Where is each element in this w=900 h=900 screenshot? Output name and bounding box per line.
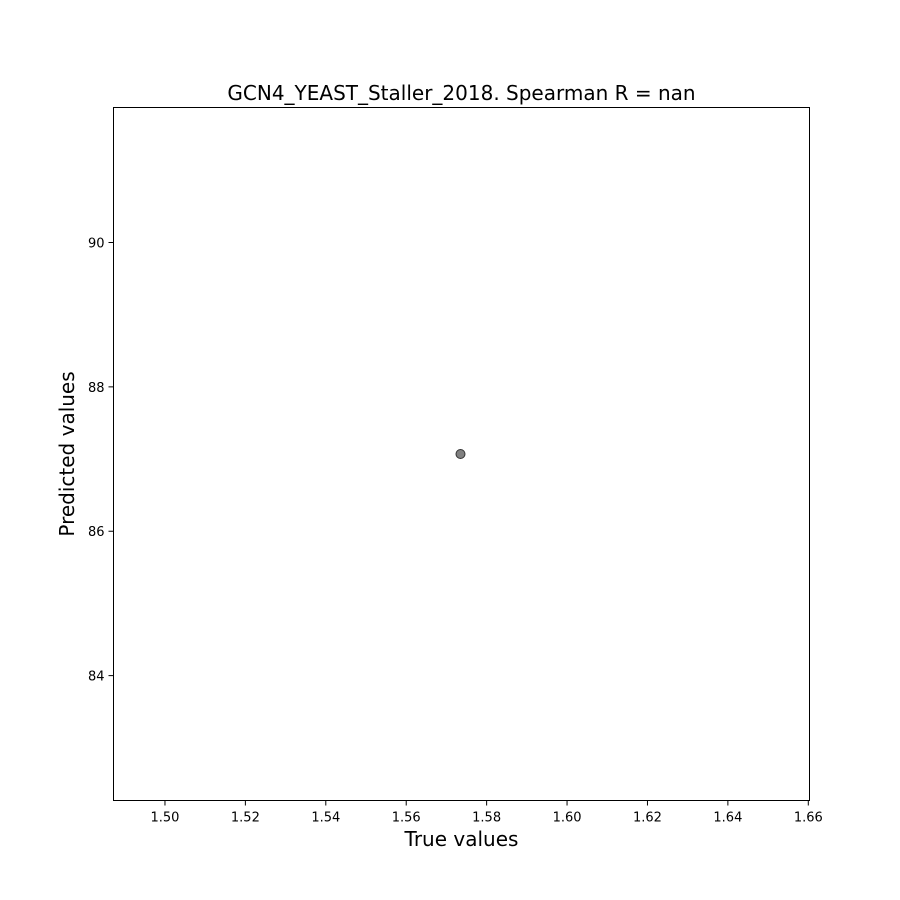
plot-area-frame xyxy=(113,107,810,801)
y-tick-label: 84 xyxy=(88,670,105,685)
x-axis-ticks: 1.50 1.52 1.54 1.56 1.58 1.60 1.62 1.64 1.66 xyxy=(150,800,823,826)
x-tick-label: 1.56 xyxy=(392,811,421,826)
x-tick-label: 1.62 xyxy=(633,811,662,826)
data-points xyxy=(455,449,466,459)
x-tick-label: 1.52 xyxy=(231,811,260,826)
y-tick-label: 90 xyxy=(88,236,105,251)
x-tick-label: 1.50 xyxy=(150,811,179,826)
data-point xyxy=(455,449,466,459)
y-tick-label: 88 xyxy=(88,381,105,396)
x-axis-label: True values xyxy=(404,827,519,851)
x-tick-label: 1.54 xyxy=(311,811,340,826)
x-tick-label: 1.60 xyxy=(553,811,582,826)
y-tick-label: 86 xyxy=(88,525,105,540)
x-tick-label: 1.66 xyxy=(794,811,823,826)
y-axis-label: Predicted values xyxy=(55,371,79,536)
x-tick-label: 1.58 xyxy=(472,811,501,826)
chart-title: GCN4_YEAST_Staller_2018. Spearman R = na… xyxy=(227,81,695,105)
y-axis-ticks: 84 86 88 90 xyxy=(88,236,114,685)
x-tick-label: 1.64 xyxy=(713,811,742,826)
